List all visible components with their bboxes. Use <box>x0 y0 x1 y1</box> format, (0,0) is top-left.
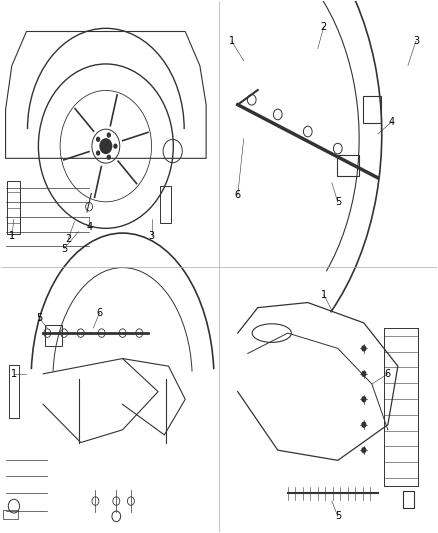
Circle shape <box>361 447 367 454</box>
Bar <box>7 181 21 234</box>
Circle shape <box>361 370 367 377</box>
Circle shape <box>361 396 367 402</box>
Text: 3: 3 <box>149 231 155 241</box>
Text: 3: 3 <box>413 36 419 46</box>
Circle shape <box>106 132 111 138</box>
Circle shape <box>361 345 367 352</box>
Circle shape <box>106 155 111 160</box>
Text: 1: 1 <box>321 290 327 300</box>
Bar <box>403 491 413 508</box>
Bar <box>3 510 18 520</box>
Circle shape <box>96 150 100 156</box>
Text: 5: 5 <box>335 511 341 521</box>
Text: 6: 6 <box>96 308 102 318</box>
Bar <box>363 96 381 123</box>
Text: 1: 1 <box>229 36 235 46</box>
Circle shape <box>96 136 100 142</box>
Text: 5: 5 <box>61 244 67 254</box>
Text: 2: 2 <box>65 234 71 244</box>
Circle shape <box>113 143 117 149</box>
Text: 2: 2 <box>321 22 327 31</box>
Text: 4: 4 <box>86 222 92 232</box>
Bar <box>337 155 359 176</box>
Text: 5: 5 <box>335 197 341 207</box>
Text: 1: 1 <box>11 369 17 379</box>
Bar <box>160 187 171 223</box>
Text: 1: 1 <box>9 231 15 241</box>
Circle shape <box>99 138 113 154</box>
Bar <box>45 325 62 346</box>
Bar <box>9 365 19 418</box>
Text: 4: 4 <box>389 117 395 127</box>
Text: 6: 6 <box>385 369 391 379</box>
Circle shape <box>361 422 367 428</box>
Text: 6: 6 <box>235 190 241 200</box>
Text: 5: 5 <box>36 313 42 323</box>
